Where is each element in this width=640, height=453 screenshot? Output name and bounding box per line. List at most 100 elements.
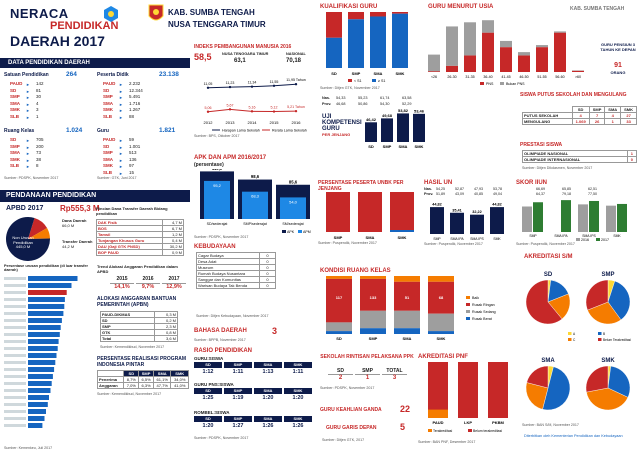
rasio-col: SD bbox=[194, 416, 222, 422]
akreditasi-pie-slice bbox=[526, 365, 549, 389]
ipm-label-hls: 11,95 Tahun bbox=[286, 78, 305, 82]
hasil-un-bar bbox=[470, 214, 484, 234]
apk-label: 85,6 bbox=[289, 179, 298, 184]
kondisi-bar-chart: 117 SD 133 SMP 51 SMA 68 SMK Baik Rusak Ringan Rus… bbox=[326, 276, 496, 341]
kondisi-segment bbox=[326, 331, 352, 334]
akreditasi-legend: C bbox=[573, 338, 576, 342]
hasil-un-bar-label: 32,22 bbox=[472, 210, 482, 214]
donut-dana-daerah-name: Dana Daerah bbox=[62, 218, 87, 223]
rintisan-value: 1 bbox=[365, 375, 370, 381]
keahlian-panel: GURU KEAHLIAN GANDA 22 bbox=[320, 404, 416, 418]
ipm-panel: INDEKS PEMBANGUNAN MANUSIA 2016 58,5 NUS… bbox=[192, 42, 316, 140]
akreditasi-title: AKREDITASI S/M bbox=[524, 254, 573, 260]
urusan-label-placeholder bbox=[4, 424, 26, 427]
hasil-un-prov-val: 43,09 bbox=[455, 192, 464, 196]
dp-block-label: Ruang Kelas bbox=[4, 128, 35, 134]
apm-label: 68,3 bbox=[251, 194, 260, 199]
title-line2: PENDIDIKAN bbox=[50, 20, 119, 32]
ipm-value: 58,5 bbox=[194, 52, 212, 62]
garis-title: GURU GARIS DEPAN bbox=[326, 425, 377, 431]
apm-label: 54,0 bbox=[289, 199, 298, 204]
tren-title: Trend Alokasi Anggaran Pendidikan dalam … bbox=[97, 264, 178, 274]
akreditasi-pie-label: SMA bbox=[541, 358, 555, 364]
rintisan-value: 2 bbox=[338, 375, 343, 381]
hasil-un-prov-label: Prov. bbox=[424, 192, 434, 196]
ukg-bar-label: 49,68 bbox=[382, 113, 393, 118]
realisasi-row: Penerima 8,7% 6,5% 61,1% 34,0% bbox=[96, 376, 189, 383]
unbk-cat: SMA bbox=[366, 235, 375, 240]
urusan-label-placeholder bbox=[4, 291, 26, 294]
aloc-bantuan-source: Sumber: Kemendikbud, November 2017 bbox=[100, 345, 165, 349]
putus-cell: 1 bbox=[604, 118, 622, 125]
akreditasi-legend: Belum Terakreditasi bbox=[603, 338, 631, 342]
kualifikasi-bar-above bbox=[392, 13, 408, 68]
urusan-bar bbox=[28, 346, 58, 351]
urusan-label-placeholder bbox=[4, 319, 26, 322]
guru-usia-title: GURU MENURUT USIA bbox=[428, 4, 494, 10]
kondisi-segment bbox=[360, 310, 386, 329]
kondisi-bar-value: 133 bbox=[370, 295, 377, 300]
dp-item-label: SMP bbox=[103, 94, 113, 100]
dp-item-value: 12.344 bbox=[129, 87, 143, 93]
rintisan-col: SD bbox=[328, 368, 353, 375]
rincian-title: Rincian Dana Transfer Daerah Bidang pend… bbox=[96, 206, 168, 216]
urusan-bar bbox=[28, 353, 57, 358]
ipm-nas-value: 70,18 bbox=[286, 58, 302, 64]
urusan-bar bbox=[28, 325, 61, 330]
dp-item-value: 136 bbox=[129, 156, 137, 162]
ipm-point-rls bbox=[250, 110, 254, 113]
kondisi-segment bbox=[394, 310, 420, 329]
ipm-label-hls: 11,55 bbox=[270, 80, 279, 84]
ukg-prov-val: 54,30 bbox=[380, 102, 390, 106]
realisasi-cell: Anggaran bbox=[96, 382, 125, 389]
hasil-un-source: Sumber: Puspendik, November 2017 bbox=[424, 242, 483, 246]
realisasi-cell: 7,0% bbox=[123, 382, 140, 389]
bahasa-source: Sumber: BPPB, November 2017 bbox=[194, 338, 246, 342]
prestasi-table: OLIMPIADE NASIONAL 1 OLIMPIADE INTERNASION… bbox=[522, 150, 638, 163]
rasio-rombel-label: ROMBEL:SISWA bbox=[194, 410, 230, 415]
kualifikasi-bar-below bbox=[326, 12, 342, 38]
dp-item-value: 1.001 bbox=[129, 143, 141, 149]
rincian-table: DAK Fisik 4,7 M BOS 6,7 M Tamsil 1,2 M Tunjang… bbox=[95, 219, 184, 256]
rasio-col: SD bbox=[194, 388, 222, 394]
dp-item-label: SMA bbox=[10, 100, 20, 106]
urusan-bar bbox=[28, 339, 59, 344]
rasio-col: SMA bbox=[254, 362, 282, 368]
dp-item-label: SD bbox=[10, 137, 17, 142]
kebudayaan-source: Sumber: Ditjen Kebudayaan, November 2017 bbox=[196, 314, 269, 318]
ipm-point-hls bbox=[228, 85, 232, 89]
pnf-bar-belum bbox=[458, 362, 478, 418]
pnf-legend-swatch-1 bbox=[428, 429, 432, 432]
iiun-legend-swatch-2016 bbox=[576, 238, 580, 241]
hasil-un-nas-row: 54,25 52,87 47,93 53,78 bbox=[436, 187, 512, 192]
iiun-bar-2016 bbox=[522, 206, 532, 232]
urusan-label-placeholder bbox=[4, 361, 26, 364]
kondisi-legend-swatch bbox=[466, 303, 470, 306]
dp-item-value: 15 bbox=[129, 170, 135, 175]
dp-block: Peserta Didik 23.138 PAUD ► 2.232 SD ► 12.344 SM… bbox=[97, 71, 189, 126]
kondisi-panel: KONDISI RUANG KELAS 117 SD 133 SMP 51 SMA 68 SM… bbox=[320, 266, 516, 348]
skor-iiun-source: Sumber: Puspendik, November 2017 bbox=[516, 242, 575, 246]
akreditasi-pie-slice bbox=[587, 301, 622, 325]
kondisi-segment bbox=[394, 328, 420, 334]
urusan-bar bbox=[28, 423, 43, 428]
usia-bar-nonpns bbox=[518, 52, 530, 56]
skor-iiun-title: SKOR IIUN bbox=[516, 180, 548, 186]
akreditasi-legend: A bbox=[573, 332, 576, 336]
keahlian-value: 22 bbox=[400, 404, 411, 414]
apm-label: 95,2 bbox=[213, 183, 222, 188]
hasil-un-bar-label: 44,82 bbox=[432, 203, 442, 207]
iiun-nas-val: 65,85 bbox=[562, 187, 571, 191]
dp-item-arrow-icon: ► bbox=[119, 164, 123, 170]
dp-item-value: 38 bbox=[36, 156, 42, 162]
skor-iiun-nas-row: 66,69 65,85 62,51 bbox=[536, 187, 636, 192]
dp-item-label: SLB bbox=[10, 163, 19, 169]
akreditasi-legend-swatch bbox=[568, 332, 572, 335]
akreditasi-pie-slice bbox=[607, 365, 631, 398]
rasio-value: 1:26 bbox=[292, 423, 304, 429]
dp-item-label: SMK bbox=[103, 107, 113, 113]
donut-slice bbox=[5, 217, 50, 261]
pensiun-value: 91 bbox=[614, 62, 622, 69]
ipm-nas-label: NASIONAL bbox=[286, 52, 306, 56]
kualifikasi-bar-above bbox=[348, 19, 364, 69]
